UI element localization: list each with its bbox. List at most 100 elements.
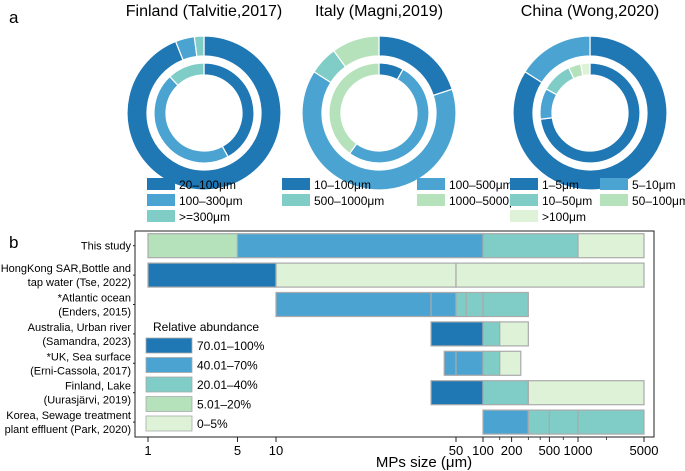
x-tick-label: 500 bbox=[539, 443, 561, 458]
legend-swatch bbox=[600, 194, 628, 206]
x-tick-label: 5 bbox=[234, 443, 241, 458]
abundance-legend-label: 0–5% bbox=[197, 417, 228, 431]
category-label: Finland, Lake bbox=[65, 381, 131, 393]
bar-segment bbox=[482, 321, 501, 347]
x-axis-label: MPs size (μm) bbox=[376, 454, 472, 471]
bar-segment bbox=[499, 350, 522, 376]
donut-outer-slice bbox=[524, 35, 591, 84]
donut-title: China (Wong,2020) bbox=[521, 3, 659, 20]
donut-outer-slice bbox=[301, 70, 457, 191]
x-tick-label: 50 bbox=[449, 443, 463, 458]
legend-swatch bbox=[147, 210, 175, 222]
bar-panel: This study HongKong SAR,Bottle and tap wat… bbox=[1, 230, 659, 471]
donut-inner-slice bbox=[539, 62, 641, 164]
category-label: *Atlantic ocean bbox=[58, 293, 131, 305]
bar-segment bbox=[430, 291, 457, 318]
bar-segment bbox=[275, 291, 432, 318]
bar-segment bbox=[482, 291, 529, 318]
donut-chart-1: Finland (Talvitie,2017) 20–100μm 100–300μm… bbox=[126, 3, 283, 224]
abundance-legend-title: Relative abundance bbox=[153, 320, 259, 334]
x-tick-label: 5000 bbox=[630, 443, 659, 458]
category-label: tap water (Tse, 2022) bbox=[28, 277, 131, 289]
legend-label: 10–100μm bbox=[314, 178, 371, 192]
donut-inner-slice bbox=[328, 62, 380, 155]
x-tick-label: 1000 bbox=[564, 443, 593, 458]
category-label: (Samandra, 2023) bbox=[42, 336, 131, 348]
donut-outer-slice bbox=[332, 35, 380, 68]
abundance-legend-label: 20.01–40% bbox=[197, 378, 258, 392]
legend-label: 5–10μm bbox=[632, 178, 676, 192]
abundance-legend-label: 40.01–70% bbox=[197, 359, 258, 373]
category-label: (Enders, 2015) bbox=[58, 307, 131, 319]
bar-segment bbox=[455, 291, 467, 318]
category-label: HongKong SAR,Bottle and bbox=[1, 263, 131, 275]
bar-segment bbox=[527, 409, 551, 435]
legend-swatch bbox=[282, 194, 310, 206]
abundance-legend-swatch bbox=[145, 337, 193, 354]
bar-segment bbox=[482, 409, 529, 435]
abundance-legend-swatch bbox=[145, 376, 193, 393]
category-label: This study bbox=[81, 241, 132, 253]
donut-panel: Finland (Talvitie,2017) 20–100μm 100–300μm… bbox=[126, 3, 685, 224]
bar-segment bbox=[465, 291, 484, 318]
legend-swatch bbox=[417, 178, 445, 190]
abundance-legend-swatch bbox=[145, 415, 193, 432]
bar-segment bbox=[577, 233, 645, 259]
bar-segment bbox=[548, 409, 579, 435]
bar-segment bbox=[275, 262, 457, 288]
donut-chart-3: China (Wong,2020) 1–5μm 5–10μm 10–50μm 50–10… bbox=[510, 3, 685, 224]
panel-label-b: b bbox=[9, 233, 18, 252]
legend-label: >=300μm bbox=[179, 210, 230, 224]
legend-label: 20–100μm bbox=[179, 178, 236, 192]
donut-inner-slice bbox=[348, 68, 430, 164]
legend-label: 10–50μm bbox=[542, 194, 592, 208]
bar-segment bbox=[443, 350, 457, 376]
bar-segment bbox=[455, 350, 484, 376]
abundance-legend-swatch bbox=[145, 396, 193, 412]
abundance-legend-label: 70.01–100% bbox=[197, 339, 265, 353]
legend-swatch bbox=[147, 178, 175, 190]
bar-segment bbox=[147, 262, 277, 288]
bar-segment bbox=[577, 409, 645, 435]
category-label: Australia, Urban river bbox=[28, 322, 132, 334]
category-label: (Uurasjärvi, 2019) bbox=[44, 395, 131, 407]
legend-swatch bbox=[417, 194, 445, 206]
legend-label: 500–1000μm bbox=[314, 194, 384, 208]
donut-inner-slice bbox=[168, 62, 205, 87]
category-label: plant effluent (Park, 2020) bbox=[5, 424, 131, 436]
category-label: *UK, Sea surface bbox=[47, 351, 131, 363]
donut-outer-slice bbox=[193, 35, 205, 58]
legend-label: >100μm bbox=[542, 210, 586, 224]
donut-chart-2: Italy (Magni,2019) 10–100μm 100–500μm 500–1… bbox=[282, 3, 526, 208]
bar-segment bbox=[147, 233, 239, 259]
bar-segment bbox=[430, 380, 484, 406]
legend-label: 100–300μm bbox=[179, 194, 243, 208]
abundance-legend-label: 5.01–20% bbox=[197, 398, 251, 412]
x-tick-label: 1 bbox=[144, 443, 151, 458]
abundance-legend-swatch bbox=[145, 357, 193, 373]
bar-segment bbox=[236, 233, 484, 259]
bar-segment bbox=[482, 350, 501, 376]
donut-inner-slice bbox=[203, 62, 255, 158]
donut-outer-slice bbox=[512, 35, 668, 191]
legend-swatch bbox=[510, 210, 538, 222]
legend-swatch bbox=[147, 194, 175, 206]
legend-swatch bbox=[510, 194, 538, 206]
donut-inner-slice bbox=[579, 62, 591, 77]
bar-segment bbox=[482, 380, 529, 406]
category-label: (Erni-Cassola, 2017) bbox=[30, 365, 131, 377]
donut-title: Italy (Magni,2019) bbox=[315, 3, 443, 20]
legend-label: 1000–5000μm bbox=[449, 194, 526, 208]
bar-segment bbox=[455, 262, 645, 288]
bar-segment bbox=[499, 321, 529, 347]
bar-segment bbox=[430, 321, 484, 347]
legend-label: 100–500μm bbox=[449, 178, 513, 192]
donut-title: Finland (Talvitie,2017) bbox=[126, 3, 283, 20]
x-tick-label: 100 bbox=[472, 443, 494, 458]
donut-inner-slice bbox=[153, 75, 229, 164]
legend-label: 1–5μm bbox=[542, 178, 579, 192]
bar-segment bbox=[482, 233, 579, 259]
panel-label-a: a bbox=[9, 8, 19, 27]
x-tick-label: 10 bbox=[269, 443, 283, 458]
